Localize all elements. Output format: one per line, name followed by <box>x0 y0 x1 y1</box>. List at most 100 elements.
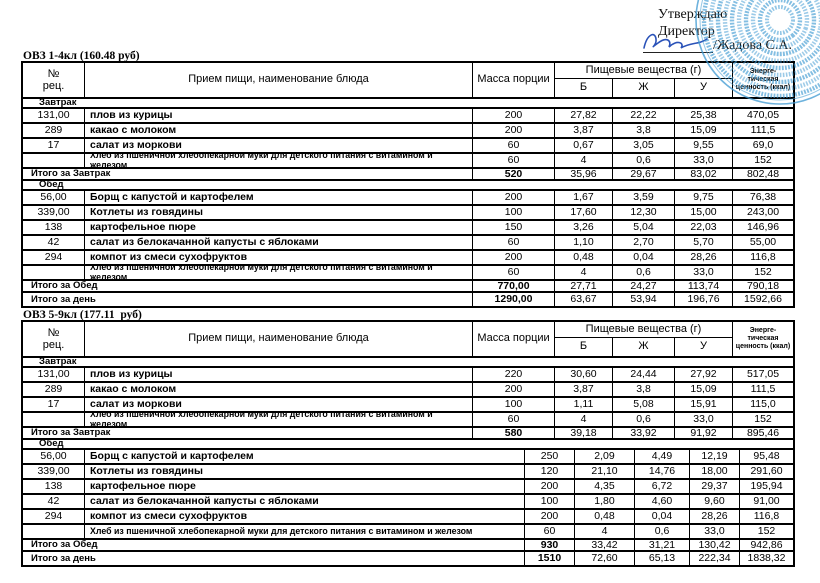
total-energy: 942,86 <box>750 540 783 550</box>
total-fat: 33,92 <box>613 428 675 438</box>
cell-mass: 220 <box>473 368 555 381</box>
header-meal: Прием пищи, наименование блюда <box>85 63 473 97</box>
total-label: Итого за Обед <box>23 540 525 550</box>
cell-protein: 1,80 <box>575 495 635 508</box>
cell-energy: 243,00 <box>746 206 780 218</box>
cell-protein: 4 <box>575 525 635 538</box>
total-fat: 31,21 <box>635 540 690 550</box>
cell-fat: 6,72 <box>635 480 690 493</box>
header-recipe-no: № рец. <box>23 322 85 356</box>
cell-recipe-no: 138 <box>23 480 85 493</box>
cell-energy: 95,48 <box>753 450 780 462</box>
section-header-row: Обед <box>23 181 793 191</box>
cell-dish-name: Хлеб из пшеничной хлебопекарной муки для… <box>85 154 473 167</box>
cell-recipe-no <box>23 413 85 426</box>
total-label: Итого за Обед <box>23 281 473 291</box>
cell-dish-name: Котлеты из говядины <box>85 206 473 219</box>
cell-mass: 60 <box>473 236 555 249</box>
cell-protein: 4 <box>555 413 613 426</box>
menu-row: 17 салат из моркови 100 1,11 5,08 15,91 115,0 <box>23 398 793 413</box>
cell-carbs: 29,37 <box>690 480 740 493</box>
cell-mass: 100 <box>525 495 575 508</box>
cell-fat: 4,49 <box>635 450 690 463</box>
total-protein: 39,18 <box>555 428 613 438</box>
cell-dish-name: салат из моркови <box>85 139 473 152</box>
cell-mass: 200 <box>525 480 575 493</box>
cell-fat: 0,6 <box>613 266 675 279</box>
cell-mass: 200 <box>473 251 555 264</box>
cell-dish-name: Борщ с капустой и картофелем <box>85 450 525 463</box>
cell-dish-name: какао с молоком <box>85 124 473 137</box>
header-fat: Ж <box>613 338 675 356</box>
cell-recipe-no: 289 <box>23 124 85 137</box>
cell-energy: 111,5 <box>750 383 776 395</box>
menu-row: 138 картофельное пюре 150 3,26 5,04 22,03 146,… <box>23 221 793 236</box>
cell-dish-name: Борщ с капустой и картофелем <box>85 191 473 204</box>
menu-row: 339,00 Котлеты из говядины 120 21,10 14,76 18… <box>23 465 793 480</box>
total-mass: 520 <box>473 169 555 179</box>
cell-dish-name: картофельное пюре <box>85 221 473 234</box>
header-energy: Энерге- тическая ценность (ккал) <box>735 68 791 91</box>
cell-dish-name: плов из курицы <box>85 109 473 122</box>
cell-carbs: 15,09 <box>675 124 733 137</box>
cell-mass: 200 <box>473 191 555 204</box>
menu-row: Хлеб из пшеничной хлебопекарной муки для… <box>23 525 793 540</box>
total-mass: 930 <box>525 540 575 550</box>
cell-recipe-no <box>23 525 85 538</box>
cell-carbs: 15,91 <box>675 398 733 411</box>
cell-fat: 5,08 <box>613 398 675 411</box>
cell-protein: 3,87 <box>555 383 613 396</box>
table-title: ОВЗ 5-9кл (177.11 руб) <box>23 309 142 321</box>
cell-fat: 3,59 <box>613 191 675 204</box>
total-mass: 770,00 <box>473 281 555 291</box>
menu-row: 294 компот из смеси сухофруктов 200 0,48 0,0… <box>23 510 793 525</box>
cell-energy: 517,05 <box>746 368 780 380</box>
day-total-row: Итого за день 1510 72,60 65,13 222,34 1838,32 <box>23 552 793 565</box>
cell-mass: 200 <box>473 124 555 137</box>
cell-protein: 21,10 <box>575 465 635 478</box>
cell-dish-name: Хлеб из пшеничной хлебопекарной муки для… <box>85 266 473 279</box>
section-header-row: Завтрак <box>23 358 793 368</box>
menu-row: 131,00 плов из курицы 200 27,82 22,22 25,38 47… <box>23 109 793 124</box>
table-title: ОВЗ 1-4кл (160.48 руб) <box>23 50 140 62</box>
menu-row: 289 какао с молоком 200 3,87 3,8 15,09 111,5 <box>23 383 793 398</box>
total-carbs: 113,74 <box>675 281 733 291</box>
menu-table: № рец. Прием пищи, наименование блюда Масс… <box>21 320 795 567</box>
cell-mass: 60 <box>473 154 555 167</box>
header-meal: Прием пищи, наименование блюда <box>85 322 473 356</box>
cell-mass: 60 <box>525 525 575 538</box>
section-header-row: Обед <box>23 440 793 450</box>
cell-dish-name: салат из моркови <box>85 398 473 411</box>
section-header: Обед <box>39 181 64 189</box>
header-recipe-no: № рец. <box>23 63 85 97</box>
cell-recipe-no: 131,00 <box>23 109 85 122</box>
approval-label: Утверждаю <box>658 7 728 22</box>
cell-energy: 76,38 <box>749 191 777 203</box>
cell-protein: 1,67 <box>555 191 613 204</box>
total-label: Итого за Завтрак <box>23 169 473 179</box>
section-total-row: Итого за Обед 930 33,42 31,21 130,42 942,86 <box>23 540 793 552</box>
menu-row: 56,00 Борщ с капустой и картофелем 200 1,67… <box>23 191 793 206</box>
cell-mass: 60 <box>473 139 555 152</box>
cell-energy: 146,96 <box>746 221 780 233</box>
menu-row: 138 картофельное пюре 200 4,35 6,72 29,37 195,… <box>23 480 793 495</box>
cell-fat: 0,6 <box>613 154 675 167</box>
header-mass: Масса порции <box>473 322 555 356</box>
cell-dish-name: салат из белокачанной капусты с яблоками <box>85 495 525 508</box>
cell-protein: 3,26 <box>555 221 613 234</box>
cell-fat: 3,05 <box>613 139 675 152</box>
header-nutrients-group: Пищевые вещества (г) Б Ж У <box>555 322 733 356</box>
cell-protein: 30,60 <box>555 368 613 381</box>
section-total-row: Итого за Обед 770,00 27,71 24,27 113,74 790,1… <box>23 281 793 293</box>
cell-recipe-no: 42 <box>23 495 85 508</box>
menu-row: 17 салат из моркови 60 0,67 3,05 9,55 69,0 <box>23 139 793 154</box>
cell-recipe-no: 294 <box>23 510 85 523</box>
cell-carbs: 25,38 <box>675 109 733 122</box>
cell-recipe-no: 289 <box>23 383 85 396</box>
menu-row: Хлеб из пшеничной хлебопекарной муки для… <box>23 154 793 169</box>
cell-recipe-no: 339,00 <box>23 465 85 478</box>
cell-dish-name: компот из смеси сухофруктов <box>85 251 473 264</box>
total-energy: 802,48 <box>746 169 780 179</box>
total-fat: 24,27 <box>613 281 675 291</box>
cell-energy: 91,00 <box>753 495 780 507</box>
